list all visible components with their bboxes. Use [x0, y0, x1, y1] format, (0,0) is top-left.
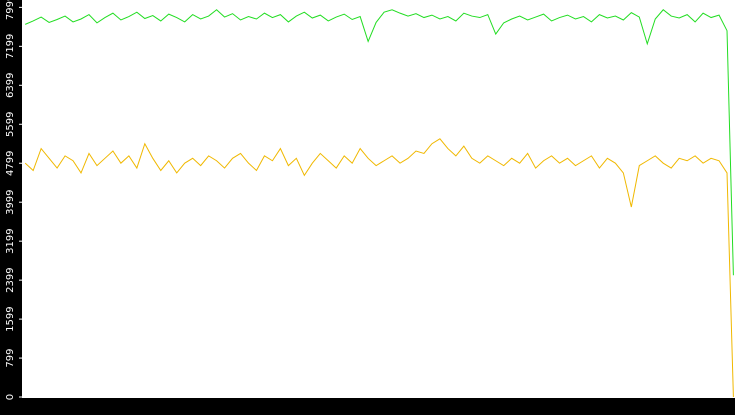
- y-tick-label: 6399: [5, 73, 16, 98]
- series-line: [24, 9, 734, 276]
- y-tick-label: 4799: [5, 151, 16, 176]
- y-tick-label: 2399: [5, 267, 16, 292]
- y-tick-label: 7999: [5, 0, 16, 20]
- y-tick-label: 5599: [5, 112, 16, 137]
- y-tick-label: 0: [5, 394, 16, 400]
- series-line: [24, 138, 734, 398]
- x-axis-band: [0, 398, 735, 415]
- y-axis-band: [0, 0, 22, 415]
- y-tick-label: 3999: [5, 189, 16, 214]
- y-tick-label: 7199: [5, 34, 16, 59]
- y-tick-label: 1599: [5, 306, 16, 331]
- y-tick-label: 3199: [5, 228, 16, 253]
- y-tick-label: 799: [5, 349, 16, 368]
